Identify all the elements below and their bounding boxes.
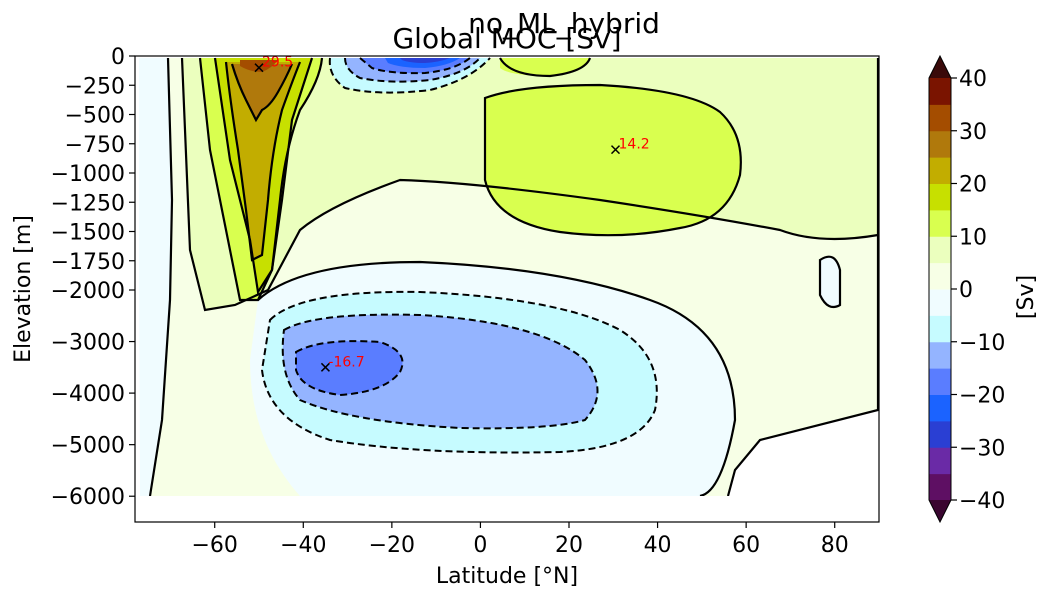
contour-fill-minus35-upper — [400, 58, 450, 63]
colorbar-segment — [929, 368, 951, 395]
plot-frame — [134, 55, 880, 523]
contour-line-arctic — [818, 255, 842, 309]
y-tick-label: −2000 — [51, 279, 125, 304]
extremum-label: 14.2 — [619, 137, 650, 153]
contour-line-minus15-abyssal — [295, 340, 404, 397]
contour-line-10-nh — [483, 83, 742, 237]
contour-line-minus5-abyssal — [260, 290, 658, 454]
colorbar-segment — [929, 420, 951, 448]
colorbar-segment — [929, 394, 951, 422]
contour-line-minus20-upper — [359, 57, 471, 75]
contour-line-10-deacon — [198, 57, 324, 302]
x-tick-label: 60 — [732, 533, 760, 558]
x-axis-label: Latitude [°N] — [436, 564, 578, 589]
contour-fill-minus15-abyssal — [296, 341, 403, 395]
colorbar-segment — [929, 78, 951, 105]
contour-line-zero-abyssal — [257, 260, 737, 498]
extremum-label: 29.5 — [262, 55, 293, 71]
contour-line-minus10-upper — [344, 57, 481, 83]
colorbar-segment — [929, 289, 951, 316]
y-tick-label: −250 — [65, 74, 125, 99]
colorbar-tick-label: 20 — [959, 173, 987, 198]
colorbar-tick-label: 10 — [959, 225, 987, 250]
contour-fill-10-to-15-nh-cell — [500, 58, 590, 76]
colorbar-tick-label: −10 — [959, 331, 1005, 356]
contour-line-15-deacon — [213, 57, 314, 296]
colorbar: 40 30 20 10 0 −10 −20 −30 −40 — [928, 54, 1005, 524]
colorbar-segment — [929, 236, 951, 264]
x-tick-label: 40 — [644, 533, 672, 558]
extremum-marker — [320, 362, 330, 372]
extremum-marker — [610, 145, 621, 155]
y-tick-label: −3000 — [51, 331, 125, 356]
colorbar-segment — [929, 183, 951, 211]
contour-fill-10-to-15 — [485, 85, 741, 236]
contour-fill-30-plus — [240, 60, 278, 72]
colorbar-segment — [929, 341, 951, 369]
contour-line-zero-west — [148, 57, 174, 497]
land-mask-south — [135, 56, 139, 522]
colorbar-label: [Sv] — [1014, 275, 1039, 319]
y-tick-label: −1250 — [51, 191, 125, 216]
x-tick-label: −20 — [369, 533, 415, 558]
contour-line-minus5-upper — [328, 57, 491, 94]
colorbar-tick-label: −20 — [959, 384, 1005, 409]
y-tick-label: −1500 — [51, 221, 125, 246]
colorbar-segment — [929, 315, 951, 343]
colorbar-tick-label: 0 — [959, 278, 973, 303]
extremum-label: -16.7 — [328, 354, 364, 370]
colorbar-tick-label: 30 — [959, 120, 987, 145]
y-tick-label: −500 — [65, 104, 125, 129]
y-tick-label: −750 — [65, 133, 125, 158]
x-tick-label: −60 — [191, 533, 237, 558]
colorbar-segment — [929, 104, 951, 132]
contour-fill-0-to-minus5-arctic — [820, 256, 840, 308]
contour-line-10-nh-cell — [499, 57, 592, 78]
y-tick-label: −4000 — [51, 382, 125, 407]
land-mask-bottom — [135, 496, 879, 522]
extrema-markers: 29.5 14.2 -16.7 — [254, 55, 650, 372]
colorbar-segment — [929, 209, 951, 237]
contour-fill-25-to-30 — [232, 64, 292, 120]
figure-suptitle: no_ML_hybrid — [468, 7, 660, 40]
x-axis-ticks: −60 −40 −20 0 20 40 60 80 — [191, 522, 849, 558]
colorbar-extend-min — [929, 500, 951, 522]
contour-line-25-deacon — [230, 63, 294, 123]
y-axis-ticks: 0 −250 −500 −750 −1000 −1250 −1500 −1750 −2000 −3… — [51, 45, 135, 510]
colorbar-segment — [929, 473, 951, 501]
y-tick-label: −1750 — [51, 250, 125, 275]
contour-line-minus10-abyssal — [281, 313, 599, 430]
colorbar-extend-max — [929, 56, 951, 78]
colorbar-segment — [929, 157, 951, 184]
y-tick-label: −6000 — [51, 485, 125, 510]
extremum-marker — [254, 63, 264, 73]
x-tick-label: 80 — [821, 533, 849, 558]
contour-line-5-upper — [180, 57, 879, 312]
contour-line-zero-east — [726, 58, 879, 497]
colorbar-segment — [929, 262, 951, 290]
colorbar-tick-label: −30 — [959, 436, 1005, 461]
y-axis-label: Elevation [m] — [11, 215, 36, 363]
colorbar-tick-label: −40 — [959, 489, 1005, 514]
chart-title: Global MOC [Sv] — [392, 22, 621, 55]
x-tick-label: −40 — [280, 533, 326, 558]
y-tick-label: 0 — [111, 45, 125, 70]
colorbar-tick-label: 40 — [959, 67, 987, 92]
contour-lines — [148, 57, 879, 498]
colorbar-segment — [929, 130, 951, 158]
contour-line-20-deacon — [224, 61, 302, 262]
y-tick-label: −5000 — [51, 434, 125, 459]
y-tick-label: −1000 — [51, 162, 125, 187]
x-tick-label: 20 — [555, 533, 583, 558]
contour-lines-negative — [260, 57, 658, 454]
x-tick-label: 0 — [473, 533, 487, 558]
colorbar-segment — [929, 447, 951, 475]
plot-area: 29.5 14.2 -16.7 — [135, 55, 879, 522]
